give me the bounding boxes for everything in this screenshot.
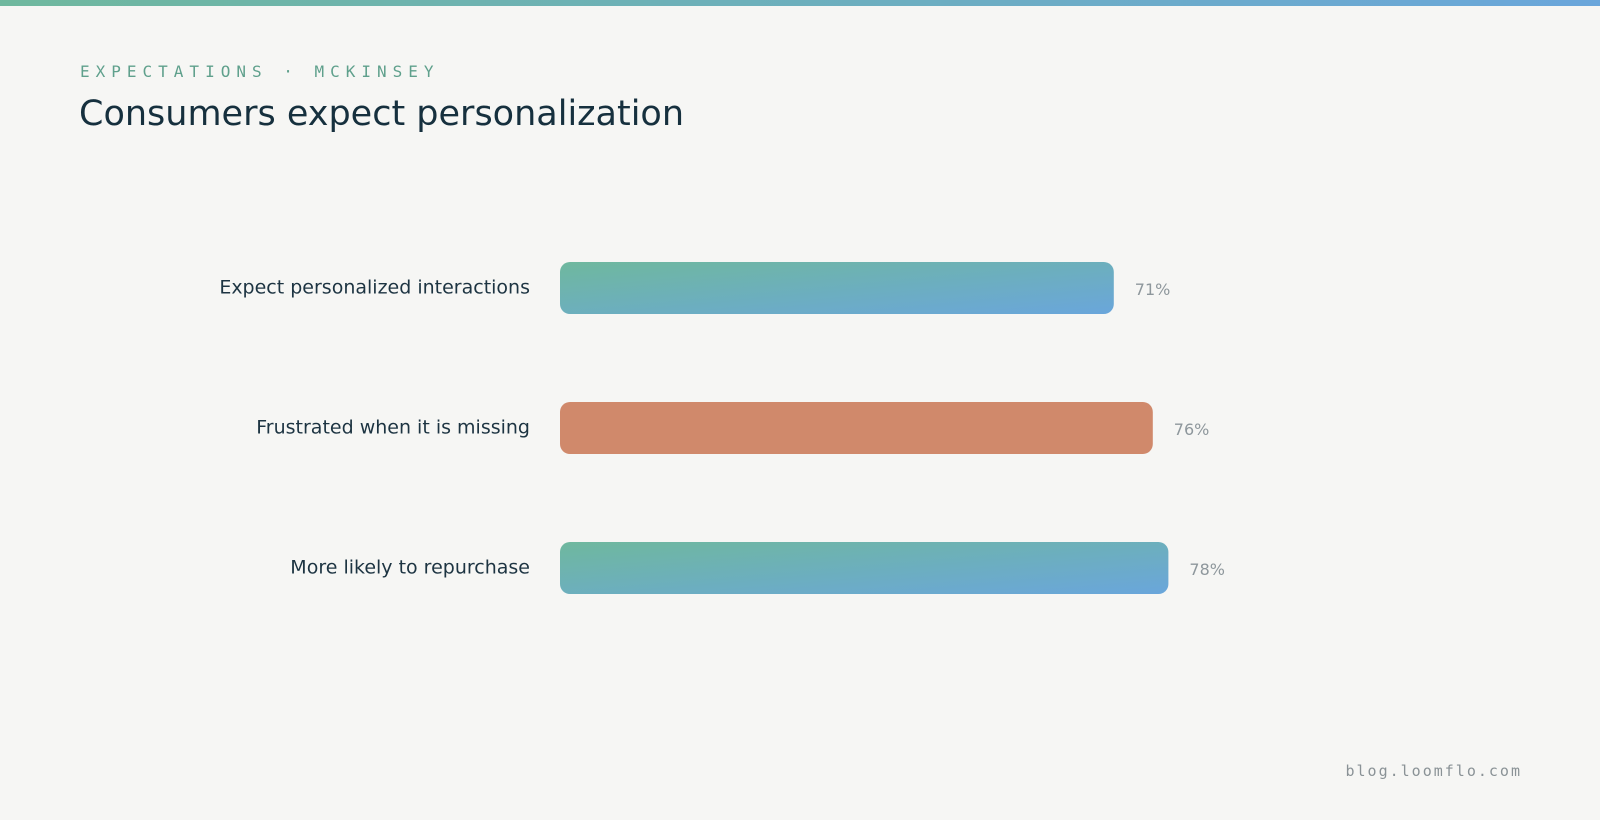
bar: [560, 262, 1114, 314]
bar: [560, 542, 1169, 594]
top-accent-bar: [0, 0, 1600, 6]
bar-label: Frustrated when it is missing: [256, 417, 530, 439]
eyebrow-label: EXPECTATIONS · MCKINSEY: [80, 62, 440, 81]
footer-site: blog.loomflo.com: [1345, 762, 1522, 780]
bar-value-label: 76%: [1174, 420, 1210, 439]
bar-value-label: 71%: [1135, 280, 1171, 299]
bar-value-label: 78%: [1189, 560, 1225, 579]
bar-label: More likely to repurchase: [290, 557, 530, 579]
bar-label: Expect personalized interactions: [219, 277, 530, 299]
page-title: Consumers expect personalization: [79, 94, 685, 134]
bar: [560, 402, 1153, 454]
